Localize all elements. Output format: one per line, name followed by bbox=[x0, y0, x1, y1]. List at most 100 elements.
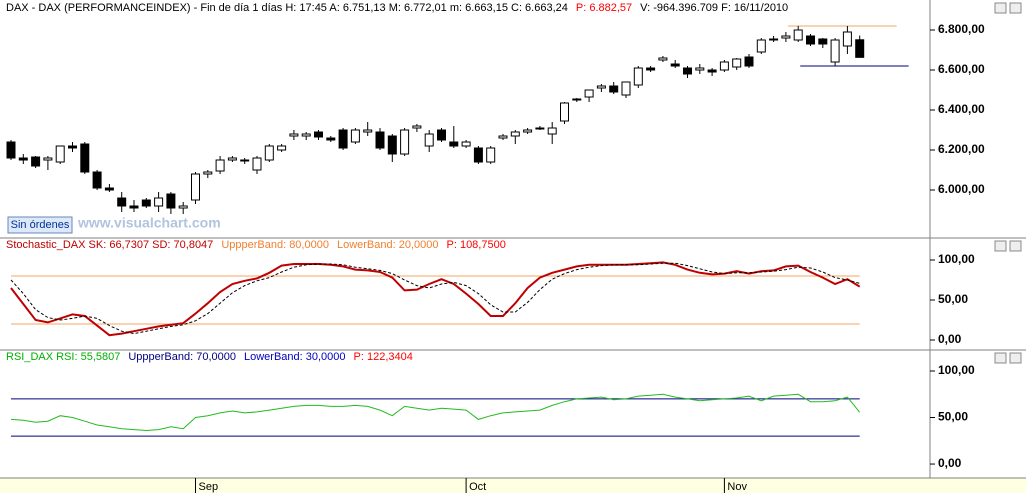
candle-body bbox=[166, 193, 176, 209]
candle-body bbox=[141, 199, 151, 207]
candle-body bbox=[363, 129, 373, 133]
x-tick-label: Oct bbox=[469, 481, 486, 493]
candle-body bbox=[301, 133, 311, 137]
candle-body bbox=[31, 156, 41, 167]
y-tick-label: 6.200,00 bbox=[938, 142, 985, 156]
series-line bbox=[10, 393, 861, 432]
panel-header: LowerBand: 30,0000 bbox=[244, 351, 346, 363]
panel-header: UppperBand: 70,0000 bbox=[128, 351, 236, 363]
candle-body bbox=[6, 141, 16, 159]
candle-body bbox=[670, 63, 680, 67]
candle-body bbox=[572, 98, 582, 101]
orders-button-label[interactable]: Sin órdenes bbox=[11, 219, 70, 231]
candle-body bbox=[683, 67, 692, 75]
time-axis-strip bbox=[0, 478, 1026, 493]
candle-body bbox=[240, 159, 250, 162]
candle-body bbox=[830, 39, 840, 63]
panel-header: P: 108,7500 bbox=[447, 239, 506, 251]
candle-body bbox=[314, 131, 323, 138]
y-tick-label: 6.000,00 bbox=[938, 182, 985, 196]
candle-body bbox=[203, 171, 213, 175]
y-tick-label: 0,00 bbox=[938, 456, 962, 470]
panel-header: UppperBand: 80,0000 bbox=[221, 239, 329, 251]
candle-body bbox=[92, 171, 102, 189]
candle-body bbox=[264, 145, 274, 161]
candle-body bbox=[252, 157, 262, 171]
candle-body bbox=[191, 173, 200, 201]
window-buttons bbox=[994, 2, 1022, 364]
series-line bbox=[10, 262, 860, 335]
candle-body bbox=[695, 67, 705, 71]
candle-body bbox=[609, 85, 619, 93]
y-tick-label: 50,00 bbox=[938, 292, 968, 306]
candle-body bbox=[215, 159, 225, 172]
candle-body bbox=[68, 145, 77, 149]
y-tick-label: 100,00 bbox=[938, 363, 975, 377]
candle-body bbox=[707, 69, 717, 73]
candle-body bbox=[658, 57, 668, 61]
candle-body bbox=[646, 67, 656, 71]
candle-body bbox=[523, 129, 533, 133]
y-tick-label: 0,00 bbox=[938, 332, 962, 346]
candle-body bbox=[621, 81, 631, 96]
candle-body bbox=[277, 145, 287, 151]
candle-body bbox=[584, 89, 594, 98]
candle-body bbox=[400, 129, 410, 155]
candle-body bbox=[842, 31, 852, 47]
watermark: www.visualchart.com bbox=[77, 215, 221, 231]
candle-body bbox=[387, 135, 397, 155]
candle-body bbox=[326, 137, 336, 141]
candle-body bbox=[732, 58, 742, 68]
candle-body bbox=[178, 205, 188, 209]
candle-body bbox=[473, 147, 483, 163]
series-line bbox=[10, 261, 861, 337]
candle-body bbox=[412, 125, 422, 129]
candle-body bbox=[437, 129, 446, 141]
candle-body bbox=[227, 157, 237, 161]
candle-body bbox=[756, 39, 766, 53]
candle-body bbox=[55, 145, 65, 163]
panel-header: DAX - DAX (PERFORMANCEINDEX) - Fin de dí… bbox=[6, 2, 568, 14]
x-tick-label: Nov bbox=[727, 481, 747, 493]
panel-header: RSI_DAX RSI: 55,5807 bbox=[6, 351, 120, 363]
candle-body bbox=[449, 141, 459, 147]
candle-body bbox=[793, 29, 803, 41]
panel-header: Stochastic_DAX SK: 66,7307 SD: 70,8047 bbox=[6, 239, 213, 251]
candle-body bbox=[117, 197, 127, 207]
panel-header: V: -964.396.709 F: 16/11/2010 bbox=[640, 2, 788, 14]
candle-body bbox=[43, 157, 53, 161]
y-tick-label: 6.800,00 bbox=[938, 22, 985, 36]
candle-body bbox=[129, 205, 139, 209]
candle-body bbox=[560, 102, 569, 122]
candle-body bbox=[855, 39, 865, 58]
panel-header: LowerBand: 20,0000 bbox=[337, 239, 439, 251]
candle-body bbox=[486, 147, 496, 163]
candle-body bbox=[719, 61, 729, 71]
candle-body bbox=[510, 131, 520, 137]
candle-body bbox=[769, 38, 779, 41]
panel-header: P: 122,3404 bbox=[354, 351, 413, 363]
orders-button[interactable] bbox=[7, 216, 73, 234]
candle-body bbox=[338, 129, 348, 149]
candle-body bbox=[781, 35, 791, 39]
candle-body bbox=[289, 133, 299, 137]
y-tick-label: 100,00 bbox=[938, 252, 975, 266]
candle-body bbox=[80, 143, 90, 173]
candle-body bbox=[596, 85, 606, 89]
candle-body bbox=[633, 67, 643, 86]
candle-body bbox=[154, 197, 164, 207]
candle-body bbox=[498, 135, 508, 139]
candle-body bbox=[375, 131, 385, 149]
panel-header: P: 6.882,57 bbox=[576, 2, 632, 14]
candle-body bbox=[18, 157, 28, 161]
candle-body bbox=[535, 127, 545, 130]
x-tick-label: Sep bbox=[199, 481, 219, 493]
candle-body bbox=[461, 141, 471, 147]
candle-body bbox=[424, 133, 434, 147]
candle-body bbox=[806, 35, 815, 45]
candle-body bbox=[744, 56, 754, 67]
candle-body bbox=[547, 127, 557, 135]
candle-body bbox=[350, 129, 360, 143]
